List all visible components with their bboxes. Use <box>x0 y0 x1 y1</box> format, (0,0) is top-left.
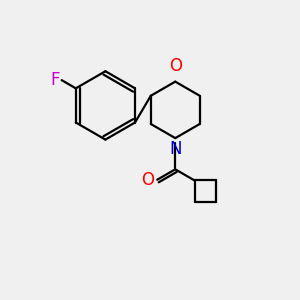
Text: F: F <box>51 71 60 89</box>
Text: N: N <box>169 140 182 158</box>
Text: O: O <box>141 171 154 189</box>
Text: O: O <box>169 57 182 75</box>
